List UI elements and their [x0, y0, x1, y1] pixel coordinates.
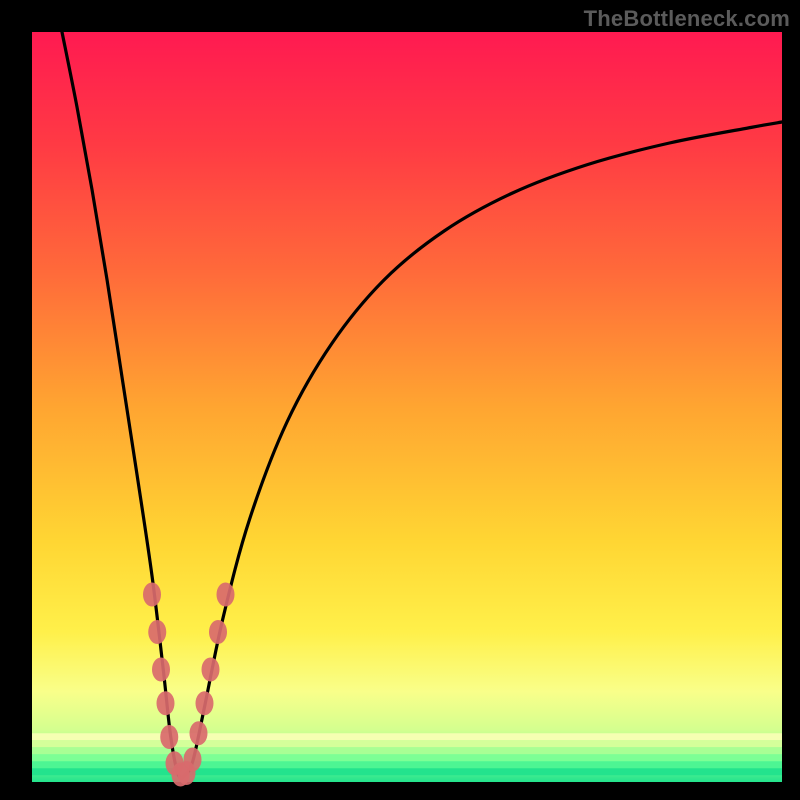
- curve-marker: [152, 658, 170, 682]
- chart-canvas: [0, 0, 800, 800]
- watermark-text: TheBottleneck.com: [584, 6, 790, 32]
- curve-marker: [184, 748, 202, 772]
- curve-marker: [157, 691, 175, 715]
- stage: TheBottleneck.com: [0, 0, 800, 800]
- curve-marker: [190, 721, 208, 745]
- plot-bottom-stripe: [32, 761, 782, 768]
- curve-marker: [209, 620, 227, 644]
- curve-marker: [143, 583, 161, 607]
- plot-bottom-stripe: [32, 740, 782, 747]
- plot-bottom-stripe: [32, 768, 782, 775]
- plot-bottom-stripe: [32, 733, 782, 740]
- plot-bottom-stripe: [32, 754, 782, 761]
- curve-marker: [160, 725, 178, 749]
- plot-bottom-stripe: [32, 747, 782, 754]
- curve-marker: [202, 658, 220, 682]
- curve-marker: [148, 620, 166, 644]
- curve-marker: [217, 583, 235, 607]
- curve-marker: [196, 691, 214, 715]
